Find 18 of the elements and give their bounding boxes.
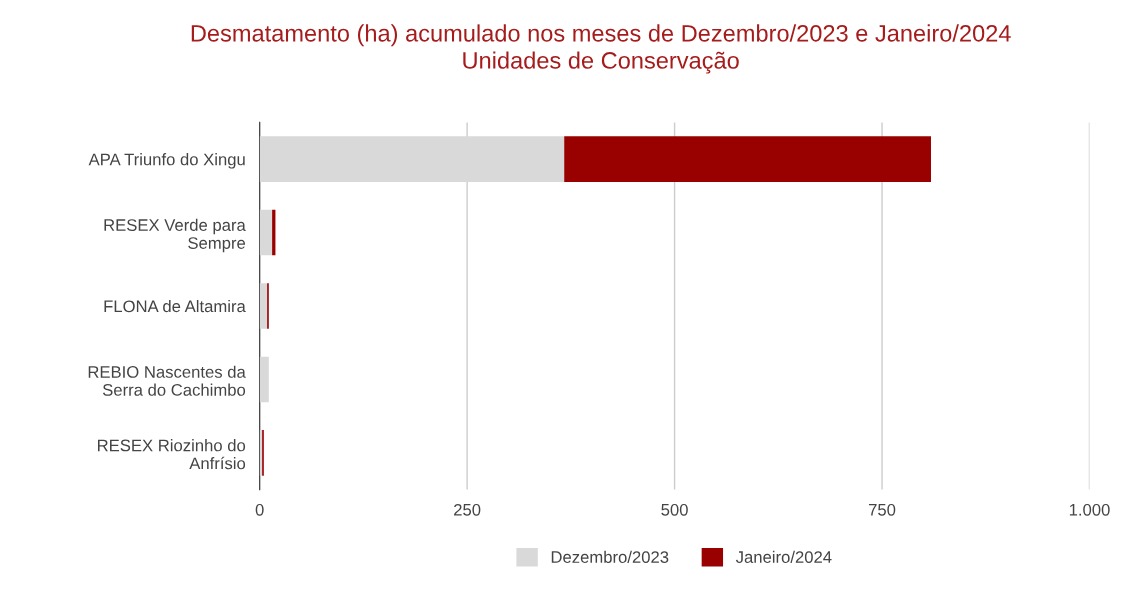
y-tick-label: RESEX Verde para Sempre bbox=[104, 218, 246, 253]
x-tick-label: 750 bbox=[868, 503, 896, 516]
y-tick-label: APA Triunfo do Xingu bbox=[88, 153, 245, 169]
x-tick-label: 0 bbox=[255, 503, 264, 516]
x-tick-label: 250 bbox=[454, 503, 481, 516]
y-tick-label: RESEX Riozinho do Anfrísio bbox=[98, 439, 246, 470]
bar bbox=[259, 283, 268, 329]
bar bbox=[259, 136, 565, 182]
legend-label: Janeiro/2024 bbox=[735, 550, 832, 563]
x-tick-label: 500 bbox=[661, 503, 688, 516]
bar bbox=[564, 136, 931, 182]
legend-label: Dezembro/2023 bbox=[551, 550, 669, 563]
bar bbox=[259, 356, 269, 403]
y-tick-label: FLONA de Altamira bbox=[104, 299, 246, 313]
y-tick-label: REBIO Nascentes da Serra do Cachimbo bbox=[88, 365, 246, 396]
chart-title: Desmatamento (ha) acumulado nos meses de Dezembro/2023 e Janeiro/2024 Unidades de Conservação bbox=[191, 24, 1011, 74]
x-tick-label: 1.000 bbox=[1069, 503, 1110, 516]
bar bbox=[259, 209, 273, 256]
